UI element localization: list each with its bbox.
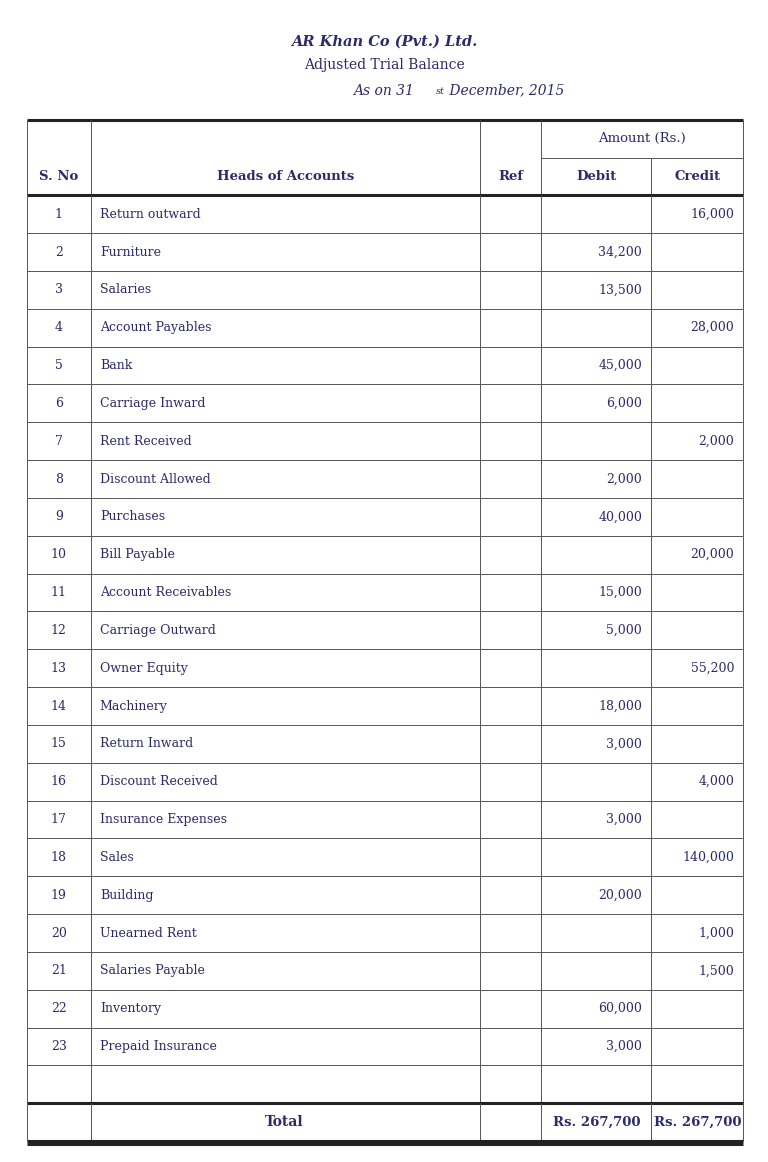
Text: Machinery: Machinery [100, 700, 167, 712]
Text: 8: 8 [55, 473, 63, 486]
Text: 23: 23 [51, 1040, 67, 1053]
Text: As on 31: As on 31 [353, 84, 415, 98]
Text: 18: 18 [51, 851, 67, 863]
Text: Salaries Payable: Salaries Payable [100, 964, 205, 977]
Text: Bank: Bank [100, 359, 132, 372]
Text: Heads of Accounts: Heads of Accounts [217, 170, 354, 182]
Text: 17: 17 [51, 813, 67, 826]
Text: Carriage Outward: Carriage Outward [100, 624, 216, 637]
Text: Salaries: Salaries [100, 284, 151, 296]
Text: 19: 19 [51, 889, 67, 902]
Text: Sales: Sales [100, 851, 134, 863]
Text: 1: 1 [55, 208, 63, 221]
Text: Unearned Rent: Unearned Rent [100, 926, 197, 940]
Text: st: st [436, 87, 445, 96]
Text: Purchases: Purchases [100, 510, 165, 523]
Text: 15,000: 15,000 [598, 586, 642, 600]
Text: 3,000: 3,000 [606, 738, 642, 751]
Text: 60,000: 60,000 [598, 1002, 642, 1016]
Text: 13,500: 13,500 [598, 284, 642, 296]
Text: Account Payables: Account Payables [100, 321, 211, 335]
Text: 22: 22 [51, 1002, 67, 1016]
Text: Total: Total [265, 1116, 303, 1129]
Text: Carriage Inward: Carriage Inward [100, 397, 205, 410]
Text: 4,000: 4,000 [698, 775, 734, 788]
Text: 3: 3 [55, 284, 63, 296]
Text: Ref: Ref [498, 170, 523, 182]
Text: Adjusted Trial Balance: Adjusted Trial Balance [303, 58, 465, 72]
Text: 140,000: 140,000 [682, 851, 734, 863]
Text: 45,000: 45,000 [598, 359, 642, 372]
Text: 20,000: 20,000 [598, 889, 642, 902]
Text: Owner Equity: Owner Equity [100, 661, 187, 675]
Text: 9: 9 [55, 510, 63, 523]
Text: 16: 16 [51, 775, 67, 788]
Text: 21: 21 [51, 964, 67, 977]
Text: 34,200: 34,200 [598, 245, 642, 259]
Text: 2,000: 2,000 [606, 473, 642, 486]
Text: Inventory: Inventory [100, 1002, 161, 1016]
Text: 6,000: 6,000 [606, 397, 642, 410]
Text: Discount Allowed: Discount Allowed [100, 473, 210, 486]
Text: 2,000: 2,000 [698, 435, 734, 447]
Text: 5: 5 [55, 359, 63, 372]
Text: 12: 12 [51, 624, 67, 637]
Text: 20: 20 [51, 926, 67, 940]
Text: Return Inward: Return Inward [100, 738, 193, 751]
Text: Debit: Debit [576, 170, 617, 182]
Text: Amount (Rs.): Amount (Rs.) [598, 132, 687, 145]
Text: 3,000: 3,000 [606, 813, 642, 826]
Text: 3,000: 3,000 [606, 1040, 642, 1053]
Text: 2: 2 [55, 245, 63, 259]
Text: 13: 13 [51, 661, 67, 675]
Text: Prepaid Insurance: Prepaid Insurance [100, 1040, 217, 1053]
Text: Return outward: Return outward [100, 208, 200, 221]
Text: December, 2015: December, 2015 [445, 84, 564, 98]
Text: 6: 6 [55, 397, 63, 410]
Text: Furniture: Furniture [100, 245, 161, 259]
Text: S. No: S. No [39, 170, 78, 182]
Text: 15: 15 [51, 738, 67, 751]
Text: Insurance Expenses: Insurance Expenses [100, 813, 227, 826]
Text: Rent Received: Rent Received [100, 435, 191, 447]
Text: 20,000: 20,000 [690, 548, 734, 561]
Text: 5,000: 5,000 [606, 624, 642, 637]
Text: 55,200: 55,200 [690, 661, 734, 675]
Text: Discount Received: Discount Received [100, 775, 217, 788]
Text: 16,000: 16,000 [690, 208, 734, 221]
Text: 14: 14 [51, 700, 67, 712]
Text: 18,000: 18,000 [598, 700, 642, 712]
Text: Rs. 267,700: Rs. 267,700 [553, 1116, 640, 1128]
Text: 1,500: 1,500 [698, 964, 734, 977]
Text: 1,000: 1,000 [698, 926, 734, 940]
Text: AR Khan Co (Pvt.) Ltd.: AR Khan Co (Pvt.) Ltd. [291, 35, 477, 49]
Text: 11: 11 [51, 586, 67, 600]
Text: Rs. 267,700: Rs. 267,700 [654, 1116, 741, 1128]
Text: 10: 10 [51, 548, 67, 561]
Text: 40,000: 40,000 [598, 510, 642, 523]
Text: 28,000: 28,000 [690, 321, 734, 335]
Text: Bill Payable: Bill Payable [100, 548, 174, 561]
Text: Building: Building [100, 889, 154, 902]
Text: Account Receivables: Account Receivables [100, 586, 231, 600]
Text: 7: 7 [55, 435, 63, 447]
Text: Credit: Credit [674, 170, 720, 182]
Text: 4: 4 [55, 321, 63, 335]
